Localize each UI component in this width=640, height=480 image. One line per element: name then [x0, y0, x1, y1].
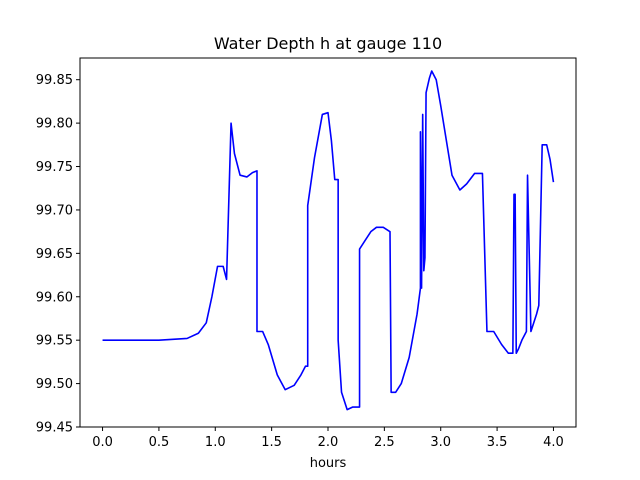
x-axis-label: hours — [310, 456, 347, 471]
series-line-0 — [102, 70, 555, 411]
y-tick-label: 99.85 — [36, 73, 73, 88]
x-tick-label: 1.5 — [261, 435, 282, 450]
x-tick-label: 2.0 — [318, 435, 339, 450]
x-tick-label: 3.0 — [430, 435, 451, 450]
y-tick-label: 99.70 — [36, 203, 73, 218]
x-axis: 0.0 0.5 1.0 1.5 2.0 2.5 3.0 3.5 4.0 — [92, 427, 564, 450]
y-tick-label: 99.65 — [36, 247, 73, 262]
y-tick-label: 99.75 — [36, 160, 73, 175]
x-tick-label: 0.5 — [149, 435, 170, 450]
y-tick-label: 99.80 — [36, 117, 73, 132]
y-tick-label: 99.55 — [36, 334, 73, 349]
x-tick-label: 1.0 — [205, 435, 226, 450]
y-tick-label: 99.45 — [36, 421, 73, 436]
x-tick-label: 0.0 — [92, 435, 113, 450]
series-layer — [102, 70, 555, 411]
x-tick-label: 4.0 — [543, 435, 564, 450]
y-tick-label: 99.50 — [36, 377, 73, 392]
chart-title: Water Depth h at gauge 110 — [214, 34, 442, 53]
y-tick-label: 99.60 — [36, 290, 73, 305]
x-tick-label: 3.5 — [487, 435, 508, 450]
y-axis: 99.45 99.50 99.55 99.60 99.65 99.70 99.75 99.80… — [36, 73, 80, 436]
x-tick-label: 2.5 — [374, 435, 395, 450]
